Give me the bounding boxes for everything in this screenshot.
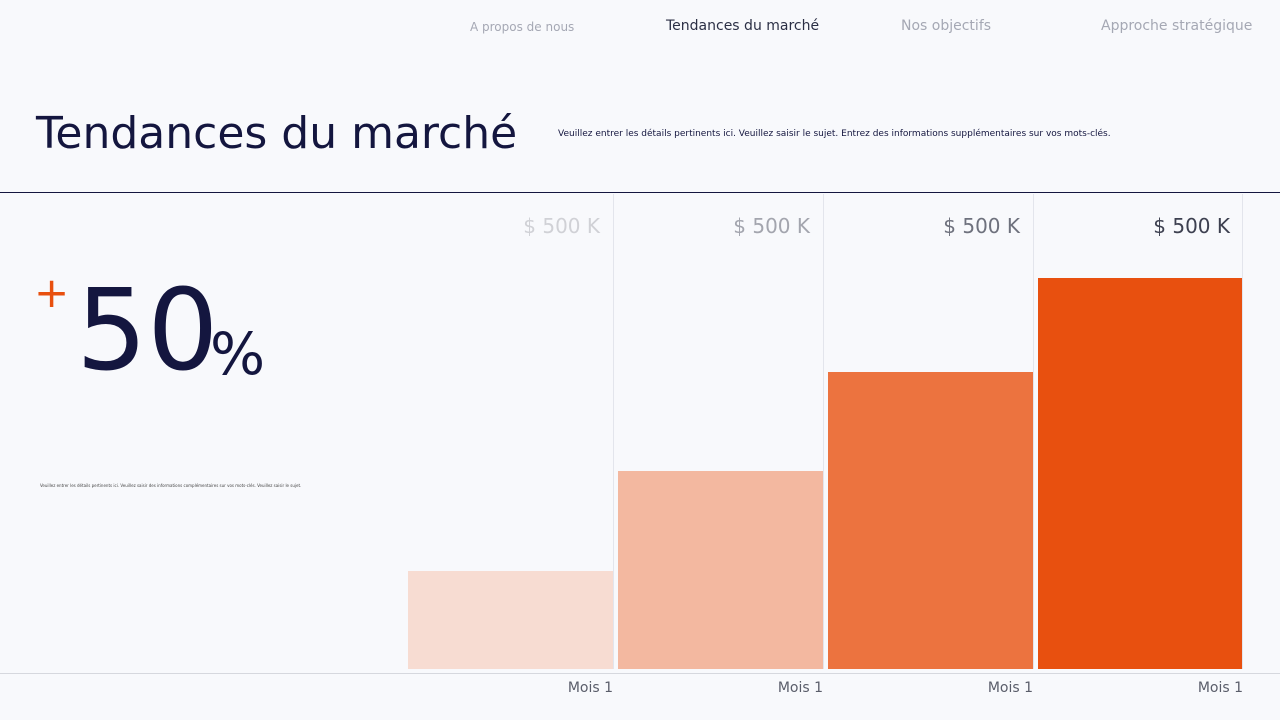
column-label: $ 500 K xyxy=(943,214,1020,238)
stat-note: Veuillez entrer les détails pertinents i… xyxy=(40,483,302,488)
nav-item[interactable]: Nos objectifs xyxy=(901,18,992,34)
column-separator xyxy=(613,194,614,669)
bar xyxy=(408,571,613,669)
nav-item[interactable]: Approche stratégique xyxy=(1101,18,1253,34)
column-month: Mois 1 xyxy=(1197,680,1243,696)
stat-sign: + xyxy=(34,268,70,317)
column-separator xyxy=(823,194,824,669)
stat-number: 50 xyxy=(76,266,219,396)
description: Veuillez entrer les détails pertinents i… xyxy=(558,129,1111,139)
nav-item[interactable]: A propos de nous xyxy=(470,20,575,34)
column-separator xyxy=(1242,194,1243,669)
column-month: Mois 1 xyxy=(777,680,823,696)
bar xyxy=(618,471,823,669)
baseline xyxy=(0,673,1280,674)
column-label: $ 500 K xyxy=(1153,214,1230,238)
title: Tendances du marché xyxy=(36,108,518,159)
column-label: $ 500 K xyxy=(523,214,600,238)
column-label: $ 500 K xyxy=(733,214,810,238)
column-month: Mois 1 xyxy=(567,680,613,696)
bar xyxy=(1038,278,1243,669)
stat-unit: % xyxy=(210,320,266,388)
nav-item[interactable]: Tendances du marché xyxy=(666,18,820,34)
column-separator xyxy=(1033,194,1034,669)
bar xyxy=(828,372,1033,669)
divider xyxy=(0,192,1280,193)
column-month: Mois 1 xyxy=(987,680,1033,696)
